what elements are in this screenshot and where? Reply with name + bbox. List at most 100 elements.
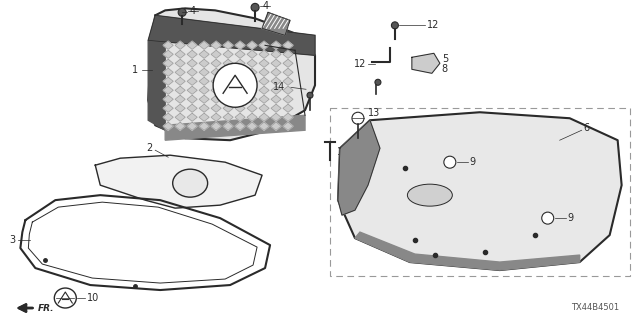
Text: 12: 12 bbox=[353, 59, 366, 69]
Polygon shape bbox=[271, 41, 281, 49]
Polygon shape bbox=[259, 59, 269, 67]
Text: 11: 11 bbox=[337, 147, 349, 157]
Polygon shape bbox=[175, 41, 185, 49]
Polygon shape bbox=[163, 50, 173, 58]
Polygon shape bbox=[187, 104, 197, 112]
Polygon shape bbox=[187, 113, 197, 121]
Polygon shape bbox=[235, 50, 245, 58]
Polygon shape bbox=[175, 95, 185, 103]
Polygon shape bbox=[163, 68, 173, 76]
Polygon shape bbox=[199, 122, 209, 130]
Polygon shape bbox=[247, 86, 257, 94]
Polygon shape bbox=[247, 113, 257, 121]
Polygon shape bbox=[247, 59, 257, 67]
Polygon shape bbox=[199, 59, 209, 67]
Polygon shape bbox=[283, 104, 293, 112]
Polygon shape bbox=[199, 41, 209, 49]
Polygon shape bbox=[187, 77, 197, 85]
Polygon shape bbox=[235, 59, 245, 67]
Polygon shape bbox=[283, 41, 293, 49]
Polygon shape bbox=[187, 122, 197, 130]
Circle shape bbox=[251, 4, 259, 12]
Polygon shape bbox=[271, 68, 281, 76]
Polygon shape bbox=[187, 50, 197, 58]
Polygon shape bbox=[259, 104, 269, 112]
Polygon shape bbox=[271, 113, 281, 121]
Bar bbox=[330, 108, 630, 276]
Polygon shape bbox=[199, 104, 209, 112]
Polygon shape bbox=[247, 77, 257, 85]
Polygon shape bbox=[199, 113, 209, 121]
Polygon shape bbox=[165, 115, 305, 140]
Polygon shape bbox=[175, 86, 185, 94]
Polygon shape bbox=[163, 95, 173, 103]
Polygon shape bbox=[259, 95, 269, 103]
Polygon shape bbox=[271, 122, 281, 130]
Polygon shape bbox=[163, 77, 173, 85]
Polygon shape bbox=[199, 50, 209, 58]
Circle shape bbox=[307, 92, 313, 98]
Polygon shape bbox=[148, 40, 165, 130]
Polygon shape bbox=[223, 68, 233, 76]
Polygon shape bbox=[148, 8, 315, 140]
Polygon shape bbox=[175, 68, 185, 76]
Circle shape bbox=[178, 8, 186, 16]
Ellipse shape bbox=[408, 184, 452, 206]
Polygon shape bbox=[163, 41, 173, 49]
Text: 8: 8 bbox=[442, 64, 448, 74]
Polygon shape bbox=[259, 86, 269, 94]
Polygon shape bbox=[235, 77, 245, 85]
Polygon shape bbox=[283, 77, 293, 85]
Polygon shape bbox=[235, 41, 245, 49]
Polygon shape bbox=[223, 122, 233, 130]
Polygon shape bbox=[259, 68, 269, 76]
Polygon shape bbox=[187, 86, 197, 94]
Circle shape bbox=[392, 22, 399, 29]
Polygon shape bbox=[283, 50, 293, 58]
Polygon shape bbox=[259, 77, 269, 85]
Text: 2: 2 bbox=[146, 143, 152, 153]
Polygon shape bbox=[283, 86, 293, 94]
Text: 9: 9 bbox=[568, 213, 574, 223]
Polygon shape bbox=[223, 50, 233, 58]
Circle shape bbox=[352, 112, 364, 124]
Polygon shape bbox=[412, 53, 440, 73]
Polygon shape bbox=[338, 120, 380, 215]
Polygon shape bbox=[355, 232, 580, 270]
Polygon shape bbox=[163, 104, 173, 112]
Polygon shape bbox=[199, 86, 209, 94]
Polygon shape bbox=[259, 41, 269, 49]
Polygon shape bbox=[223, 95, 233, 103]
Polygon shape bbox=[235, 104, 245, 112]
Polygon shape bbox=[211, 95, 221, 103]
Polygon shape bbox=[283, 59, 293, 67]
Polygon shape bbox=[283, 95, 293, 103]
Polygon shape bbox=[148, 15, 315, 55]
Polygon shape bbox=[199, 77, 209, 85]
Polygon shape bbox=[223, 77, 233, 85]
Polygon shape bbox=[211, 104, 221, 112]
Polygon shape bbox=[223, 104, 233, 112]
Polygon shape bbox=[235, 113, 245, 121]
Polygon shape bbox=[338, 112, 621, 270]
Polygon shape bbox=[247, 41, 257, 49]
Polygon shape bbox=[211, 122, 221, 130]
Polygon shape bbox=[175, 113, 185, 121]
Polygon shape bbox=[235, 95, 245, 103]
Polygon shape bbox=[259, 50, 269, 58]
Polygon shape bbox=[235, 86, 245, 94]
Polygon shape bbox=[163, 122, 173, 130]
Polygon shape bbox=[211, 113, 221, 121]
Polygon shape bbox=[175, 50, 185, 58]
Polygon shape bbox=[223, 41, 233, 49]
Text: 5: 5 bbox=[442, 54, 448, 64]
Polygon shape bbox=[247, 50, 257, 58]
Text: 4: 4 bbox=[189, 6, 195, 16]
Polygon shape bbox=[259, 122, 269, 130]
Polygon shape bbox=[262, 12, 290, 35]
Ellipse shape bbox=[173, 169, 207, 197]
Polygon shape bbox=[271, 77, 281, 85]
Polygon shape bbox=[211, 68, 221, 76]
Polygon shape bbox=[271, 59, 281, 67]
Polygon shape bbox=[259, 113, 269, 121]
